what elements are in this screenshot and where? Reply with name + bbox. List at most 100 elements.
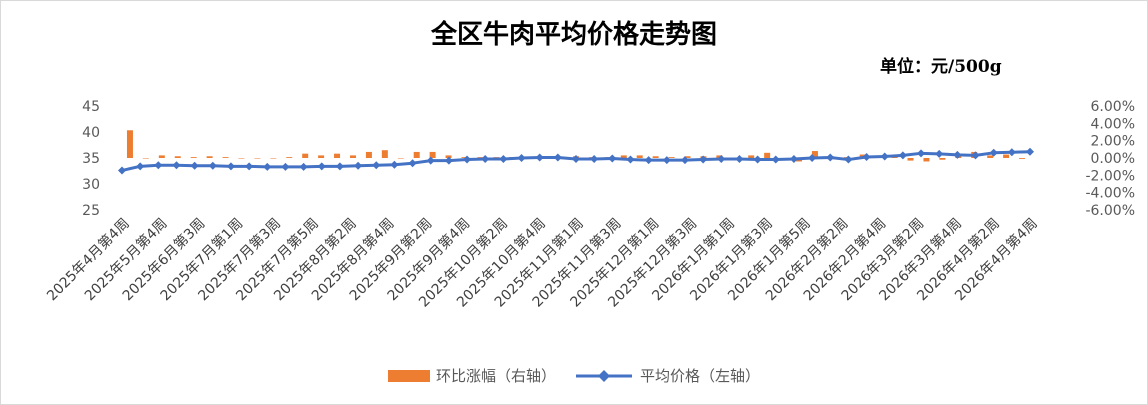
bar-mark <box>477 157 484 158</box>
price-point <box>1007 148 1016 157</box>
y-right-tick-label: -2.00% <box>1085 168 1135 184</box>
y-left-tick-label: 40 <box>82 125 100 141</box>
bar-mark <box>716 155 723 158</box>
y-left-tick-label: 30 <box>82 177 100 193</box>
price-point <box>608 154 617 163</box>
bar-mark <box>334 153 341 158</box>
price-point <box>226 162 235 171</box>
price-point <box>826 153 835 162</box>
price-point <box>499 155 508 164</box>
bar-mark <box>413 151 420 158</box>
y-right-tick-label: 2.00% <box>1091 134 1135 150</box>
bar-mark <box>652 156 659 158</box>
bar-mark <box>206 156 213 158</box>
price-point <box>481 155 490 164</box>
bar-mark <box>190 157 197 158</box>
price-point <box>553 153 562 162</box>
price-point <box>245 162 254 171</box>
price-point <box>517 154 526 162</box>
price-point <box>717 155 726 164</box>
bar-mark <box>254 158 261 159</box>
legend-swatch-line <box>576 369 632 382</box>
price-point <box>136 162 145 171</box>
bar-mark <box>1003 154 1010 158</box>
bar-mark <box>381 150 388 158</box>
price-point <box>771 155 780 164</box>
bar-mark <box>987 155 994 158</box>
price-point <box>789 155 798 164</box>
bar-mark <box>286 157 293 158</box>
bar-mark <box>238 158 245 159</box>
bar-mark <box>668 157 675 158</box>
unit-label: 单位：元/500g <box>880 57 1002 77</box>
y-right-tick-label: 0.00% <box>1091 151 1135 167</box>
y-right-tick-label: -4.00% <box>1085 186 1135 202</box>
price-point <box>208 161 217 170</box>
bar-mark <box>748 155 755 158</box>
price-point <box>408 159 417 168</box>
price-point <box>572 155 580 164</box>
price-point <box>971 151 980 160</box>
legend-label-bar: 环比涨幅（右轴） <box>435 367 556 385</box>
bar-mark <box>174 156 181 158</box>
legend-label-line: 平均价格（左轴） <box>640 367 761 385</box>
legend-item-line: 平均价格（左轴） <box>574 365 760 386</box>
bar-mark <box>620 155 627 158</box>
bar-mark <box>397 158 404 159</box>
bar-mark <box>939 158 946 160</box>
price-point <box>917 149 926 158</box>
legend: 环比涨幅（右轴） 平均价格（左轴） <box>0 365 1148 386</box>
y-left-tick-label: 35 <box>82 151 100 167</box>
price-point <box>444 156 453 165</box>
price-point <box>263 162 272 171</box>
legend-item-bar: 环比涨幅（右轴） <box>387 365 556 386</box>
price-point <box>953 150 962 159</box>
price-point <box>372 161 381 170</box>
bar-mark <box>365 151 372 158</box>
bar-mark <box>158 155 165 158</box>
price-point <box>1026 147 1034 156</box>
bar-mark <box>1019 158 1026 159</box>
price-point <box>680 156 689 165</box>
price-point <box>281 162 290 171</box>
price-point <box>190 161 199 170</box>
price-point <box>118 166 126 175</box>
price-point <box>154 161 163 170</box>
price-point <box>590 155 599 164</box>
price-point <box>463 155 472 164</box>
price-point <box>299 162 308 171</box>
bar-mark <box>222 157 229 158</box>
price-point <box>735 155 744 164</box>
bar-mark <box>811 151 818 158</box>
price-point <box>989 148 998 157</box>
legend-swatch-bar <box>387 369 430 382</box>
price-point <box>354 161 363 170</box>
bar-mark <box>142 158 149 159</box>
price-point <box>317 162 326 171</box>
price-point <box>935 149 944 158</box>
bar-mark <box>764 152 771 158</box>
price-point <box>880 152 889 161</box>
bar-mark <box>923 158 930 162</box>
bar-mark <box>461 157 468 158</box>
y-right-tick-label: 6.00% <box>1091 99 1135 115</box>
y-left-tick-label: 25 <box>82 203 100 219</box>
y-left-tick-label: 45 <box>82 99 100 115</box>
price-point <box>808 154 817 162</box>
price-point <box>753 155 762 164</box>
price-point <box>662 156 671 165</box>
bar-mark <box>429 151 436 158</box>
price-point <box>390 160 399 169</box>
price-point <box>172 161 181 170</box>
chart-title: 全区牛肉平均价格走势图 <box>430 20 717 50</box>
bar-mark <box>302 153 309 158</box>
price-point <box>844 155 853 164</box>
bar-mark <box>636 155 643 158</box>
price-point <box>898 151 907 160</box>
bar-mark <box>270 158 277 159</box>
bar-mark <box>318 155 325 158</box>
bar-mark <box>349 155 356 158</box>
price-point <box>335 162 344 171</box>
price-point <box>644 156 653 165</box>
